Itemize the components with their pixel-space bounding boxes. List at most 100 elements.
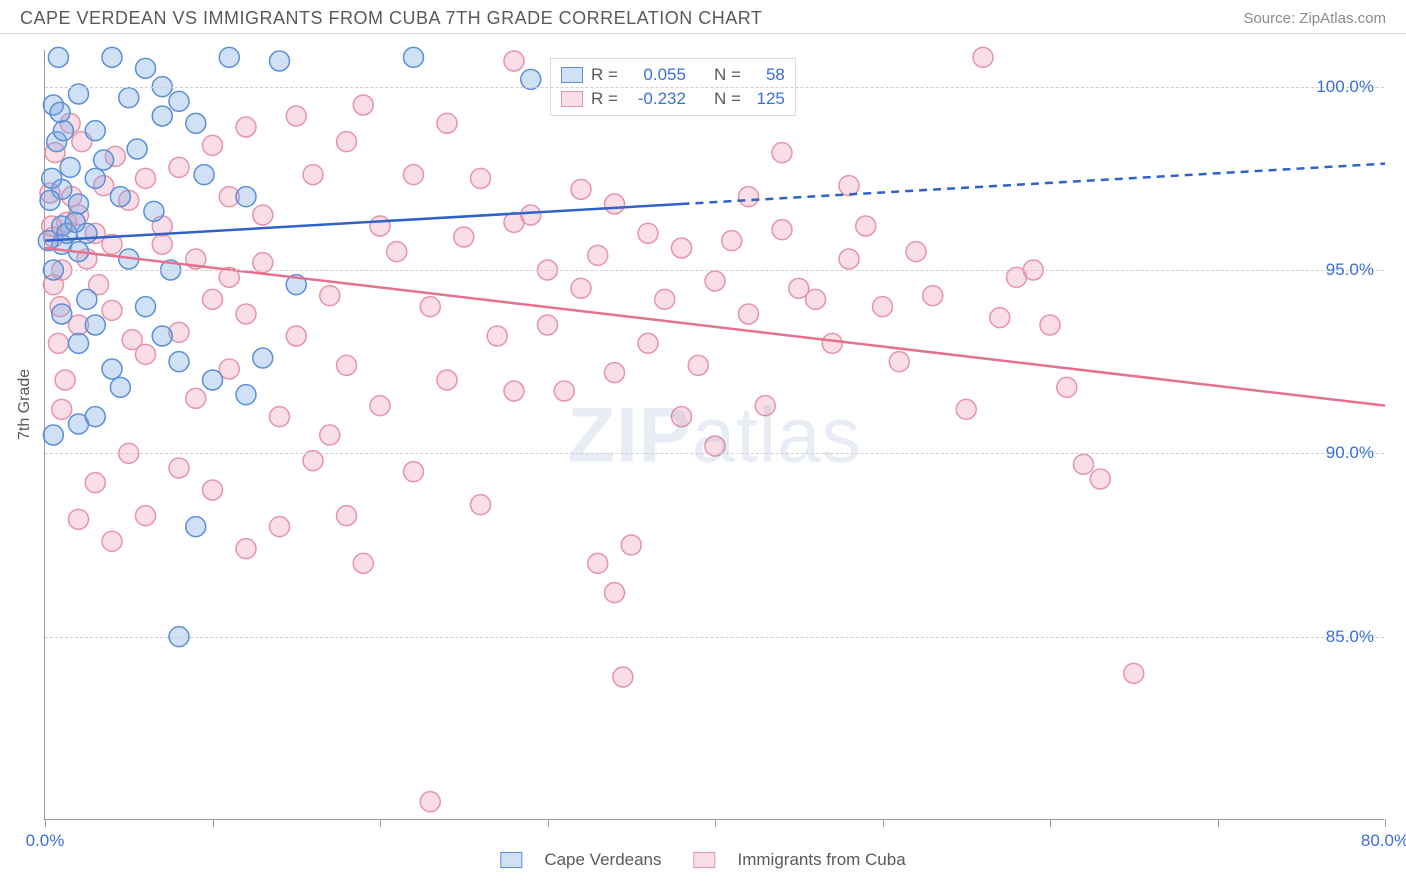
data-point	[320, 425, 340, 445]
data-point	[303, 165, 323, 185]
swatch-pink	[561, 91, 583, 107]
r-value-pink: -0.232	[626, 89, 686, 109]
data-point	[53, 121, 73, 141]
data-point	[102, 47, 122, 67]
data-point	[50, 102, 70, 122]
swatch-blue	[561, 67, 583, 83]
data-point	[789, 278, 809, 298]
data-point	[973, 47, 993, 67]
data-point	[554, 381, 574, 401]
data-point	[144, 201, 164, 221]
data-point	[48, 47, 68, 67]
data-point	[94, 150, 114, 170]
data-point	[454, 227, 474, 247]
data-point	[48, 333, 68, 353]
y-axis-label: 7th Grade	[16, 369, 34, 440]
source-attribution: Source: ZipAtlas.com	[1243, 10, 1386, 27]
data-point	[236, 117, 256, 137]
data-point	[487, 326, 507, 346]
data-point	[387, 242, 407, 262]
x-tick	[1385, 819, 1386, 827]
series-legend: Cape Verdeans Immigrants from Cuba	[500, 850, 905, 870]
data-point	[337, 506, 357, 526]
chart-title: CAPE VERDEAN VS IMMIGRANTS FROM CUBA 7TH…	[20, 8, 762, 29]
data-point	[85, 473, 105, 493]
data-point	[85, 168, 105, 188]
gridline	[45, 87, 1384, 88]
data-point	[755, 396, 775, 416]
data-point	[504, 381, 524, 401]
data-point	[420, 297, 440, 317]
legend-label-blue: Cape Verdeans	[544, 850, 661, 870]
r-label: R =	[591, 65, 618, 85]
data-point	[822, 333, 842, 353]
data-point	[85, 315, 105, 335]
data-point	[337, 355, 357, 375]
x-tick-label-end: 80.0%	[1361, 831, 1406, 851]
data-point	[420, 792, 440, 812]
data-point	[353, 95, 373, 115]
data-point	[60, 157, 80, 177]
legend-row-blue: R = 0.055 N = 58	[561, 63, 785, 87]
data-point	[923, 286, 943, 306]
data-point	[856, 216, 876, 236]
gridline	[45, 637, 1384, 638]
gridline	[45, 453, 1384, 454]
data-point	[127, 139, 147, 159]
data-point	[337, 132, 357, 152]
swatch-pink	[694, 852, 716, 868]
x-tick	[1218, 819, 1219, 827]
data-point	[353, 553, 373, 573]
data-point	[1090, 469, 1110, 489]
y-tick-label: 85.0%	[1326, 627, 1374, 647]
data-point	[69, 333, 89, 353]
data-point	[236, 385, 256, 405]
data-point	[471, 495, 491, 515]
data-point	[504, 51, 524, 71]
regression-line	[682, 164, 1386, 204]
data-point	[621, 535, 641, 555]
data-point	[43, 425, 63, 445]
data-point	[65, 212, 85, 232]
r-value-blue: 0.055	[626, 65, 686, 85]
data-point	[437, 370, 457, 390]
data-point	[169, 352, 189, 372]
data-point	[102, 359, 122, 379]
data-point	[1040, 315, 1060, 335]
data-point	[136, 297, 156, 317]
data-point	[270, 517, 290, 537]
data-point	[203, 135, 223, 155]
data-point	[186, 517, 206, 537]
data-point	[169, 458, 189, 478]
data-point	[40, 190, 60, 210]
data-point	[203, 480, 223, 500]
data-point	[320, 286, 340, 306]
data-point	[152, 234, 172, 254]
data-point	[169, 157, 189, 177]
data-point	[110, 187, 130, 207]
data-point	[370, 396, 390, 416]
data-point	[122, 330, 142, 350]
data-point	[605, 363, 625, 383]
data-point	[956, 399, 976, 419]
data-point	[672, 238, 692, 258]
scatter-plot: ZIPatlas R = 0.055 N = 58 R = -0.232 N =…	[44, 50, 1384, 820]
data-point	[404, 462, 424, 482]
data-point	[839, 249, 859, 269]
y-tick-label: 95.0%	[1326, 260, 1374, 280]
data-point	[69, 194, 89, 214]
data-point	[186, 113, 206, 133]
data-point	[571, 278, 591, 298]
data-point	[906, 242, 926, 262]
n-label: N =	[714, 89, 741, 109]
data-point	[253, 348, 273, 368]
regression-line	[45, 204, 682, 241]
data-point	[110, 377, 130, 397]
data-point	[739, 187, 759, 207]
x-tick	[45, 819, 46, 827]
data-point	[873, 297, 893, 317]
data-point	[77, 289, 97, 309]
data-point	[186, 388, 206, 408]
data-point	[772, 143, 792, 163]
data-point	[69, 509, 89, 529]
